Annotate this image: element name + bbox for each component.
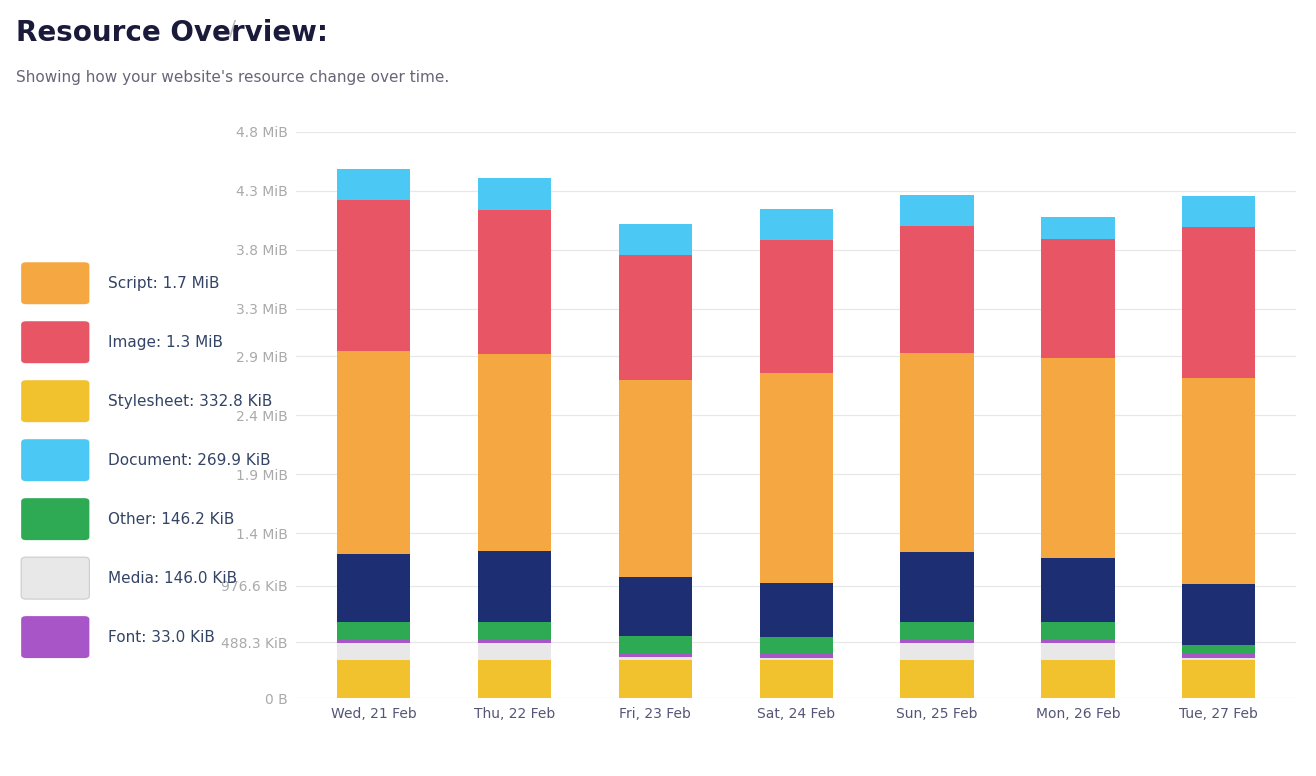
Text: Other: 146.2 KiB: Other: 146.2 KiB bbox=[108, 511, 234, 527]
Bar bbox=[619, 577, 692, 636]
Bar bbox=[900, 622, 974, 639]
Bar bbox=[478, 660, 551, 698]
FancyBboxPatch shape bbox=[21, 262, 89, 304]
Text: /: / bbox=[229, 19, 236, 40]
Bar bbox=[1182, 584, 1255, 645]
Bar bbox=[900, 660, 974, 698]
Bar bbox=[619, 653, 692, 656]
Bar bbox=[619, 660, 692, 698]
Bar bbox=[759, 583, 833, 637]
Bar bbox=[478, 354, 551, 551]
Bar bbox=[759, 658, 833, 660]
FancyBboxPatch shape bbox=[21, 321, 89, 363]
Bar bbox=[478, 178, 551, 210]
Bar bbox=[1041, 558, 1115, 622]
Bar bbox=[759, 241, 833, 372]
Text: Showing how your website's resource change over time.: Showing how your website's resource chan… bbox=[16, 70, 449, 85]
Bar bbox=[619, 255, 692, 380]
Bar bbox=[1041, 639, 1115, 643]
Bar bbox=[1041, 240, 1115, 359]
FancyBboxPatch shape bbox=[21, 616, 89, 658]
Bar bbox=[478, 551, 551, 622]
Bar bbox=[900, 195, 974, 227]
Bar bbox=[337, 168, 411, 199]
Bar bbox=[1041, 359, 1115, 558]
Bar bbox=[1182, 657, 1255, 660]
Bar bbox=[1182, 660, 1255, 698]
Bar bbox=[337, 639, 411, 643]
Text: Document: 269.9 KiB: Document: 269.9 KiB bbox=[108, 452, 271, 468]
FancyBboxPatch shape bbox=[21, 557, 89, 599]
Bar bbox=[1041, 660, 1115, 698]
Bar bbox=[1182, 645, 1255, 653]
Bar bbox=[759, 660, 833, 698]
Text: Image: 1.3 MiB: Image: 1.3 MiB bbox=[108, 334, 222, 350]
Text: Font: 33.0 KiB: Font: 33.0 KiB bbox=[108, 629, 215, 645]
Bar bbox=[478, 639, 551, 643]
Bar bbox=[1041, 217, 1115, 240]
Bar bbox=[337, 199, 411, 351]
Bar bbox=[337, 351, 411, 553]
Bar bbox=[478, 210, 551, 354]
Text: Resource Overview:: Resource Overview: bbox=[16, 19, 328, 47]
Text: Script: 1.7 MiB: Script: 1.7 MiB bbox=[108, 275, 220, 291]
Bar bbox=[619, 380, 692, 577]
Bar bbox=[337, 553, 411, 622]
Bar bbox=[759, 654, 833, 658]
Bar bbox=[1041, 622, 1115, 639]
Bar bbox=[900, 639, 974, 643]
Bar bbox=[478, 622, 551, 639]
Bar bbox=[337, 622, 411, 639]
Text: Stylesheet: 332.8 KiB: Stylesheet: 332.8 KiB bbox=[108, 393, 272, 409]
Bar bbox=[759, 372, 833, 583]
Bar bbox=[478, 643, 551, 660]
Bar bbox=[1182, 653, 1255, 657]
FancyBboxPatch shape bbox=[21, 439, 89, 481]
Bar bbox=[900, 553, 974, 622]
Bar bbox=[1182, 227, 1255, 378]
Bar bbox=[900, 227, 974, 353]
Bar bbox=[1182, 196, 1255, 227]
Bar bbox=[1041, 643, 1115, 660]
Bar bbox=[900, 643, 974, 660]
FancyBboxPatch shape bbox=[21, 380, 89, 422]
Text: Media: 146.0 KiB: Media: 146.0 KiB bbox=[108, 570, 237, 586]
Bar bbox=[337, 660, 411, 698]
FancyBboxPatch shape bbox=[21, 498, 89, 540]
Bar bbox=[759, 637, 833, 654]
Bar bbox=[900, 353, 974, 553]
Bar bbox=[619, 636, 692, 653]
Bar bbox=[337, 643, 411, 660]
Bar bbox=[1182, 378, 1255, 584]
Bar bbox=[619, 223, 692, 255]
Bar bbox=[619, 656, 692, 660]
Bar bbox=[759, 210, 833, 241]
